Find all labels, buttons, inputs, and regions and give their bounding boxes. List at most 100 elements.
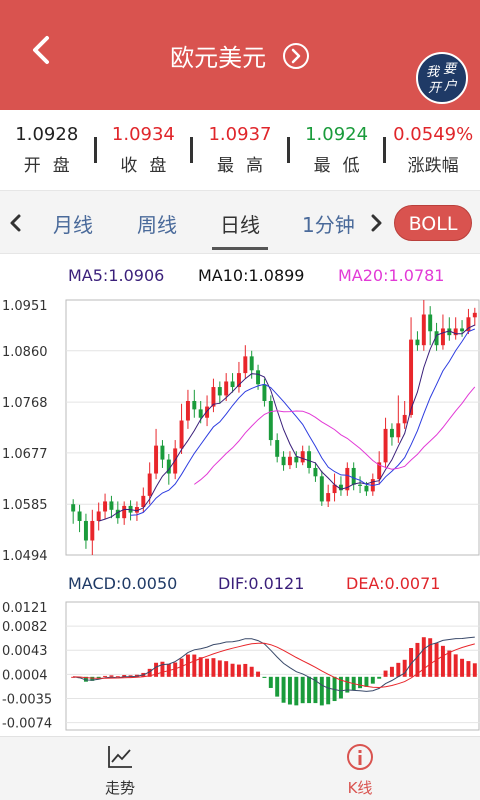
page-title: 欧元美元 [170, 44, 267, 72]
macd-bar [179, 658, 184, 677]
candle-body [364, 485, 369, 492]
y-tick-label: 1.0951 [2, 299, 48, 314]
candle-body [268, 400, 273, 441]
y-tick-label: 0.0121 [2, 601, 48, 616]
macd-label: MACD:0.0050 [68, 574, 178, 593]
candle [421, 300, 426, 351]
candle-body [453, 328, 458, 336]
open-account-seal-icon: 我 要 开 户 [426, 62, 458, 96]
dea-line [73, 642, 475, 689]
candle-body [434, 331, 439, 346]
y-tick-label: -0.0074 [2, 717, 52, 732]
candle-body [90, 520, 95, 541]
candle [300, 445, 305, 466]
chevron-right-circle-icon[interactable] [282, 42, 310, 70]
candle [179, 403, 184, 455]
quote-low: 1.0924 最低 [290, 124, 384, 176]
candle-body [217, 387, 222, 396]
macd-bar [224, 661, 229, 677]
candle-body [96, 511, 101, 521]
tab-1min[interactable]: 1分钟 [302, 213, 355, 237]
macd-bar [256, 671, 261, 677]
macd-bar [377, 676, 382, 679]
candle [243, 345, 248, 379]
candle-body [358, 484, 363, 486]
quote-value: 1.0928 [15, 124, 79, 145]
quote-label: 开盘 [23, 156, 82, 176]
macd-bar [447, 650, 452, 677]
candle-body [345, 467, 350, 491]
nav-trend[interactable]: 走势 [80, 743, 160, 798]
tab-month[interactable]: 月线 [53, 213, 93, 237]
candle-body [243, 356, 248, 374]
macd-bar [198, 657, 203, 677]
candle [185, 389, 190, 429]
candle [428, 306, 433, 346]
macd-bar [128, 675, 133, 677]
candle [460, 320, 465, 337]
chevron-left-icon [33, 36, 49, 64]
candle-body [326, 493, 331, 502]
chevron-left-icon[interactable] [6, 211, 26, 235]
macd-bar [319, 676, 324, 706]
candle-body [77, 511, 82, 521]
candle-body [287, 456, 292, 466]
line-chart-icon [108, 746, 132, 768]
tab-week[interactable]: 周线 [137, 213, 177, 237]
candle-body [256, 370, 261, 385]
candle [109, 495, 114, 519]
candle [332, 473, 337, 502]
candle-body [460, 328, 465, 332]
macd-bar [466, 661, 471, 677]
macd-bar [192, 654, 197, 677]
quote-high: 1.0937 最高 [193, 124, 287, 176]
open-account-logo[interactable]: 我 要 开 户 [416, 52, 468, 104]
candle-body [319, 476, 324, 502]
kline-y-axis: 1.0951 1.0860 1.0768 1.0677 1.0585 1.0494 [2, 299, 48, 564]
back-button[interactable] [22, 30, 62, 70]
macd-bar [109, 675, 114, 677]
macd-bar [300, 676, 305, 704]
candle [160, 440, 165, 468]
candle-body [447, 328, 452, 336]
ma5-line [98, 324, 476, 522]
macd-bar [275, 676, 280, 697]
boll-button[interactable]: BOLL [394, 205, 472, 241]
macd-bar [409, 648, 414, 677]
candle-body [141, 495, 146, 508]
nav-kline[interactable]: K线 [320, 743, 400, 798]
candle-body [71, 504, 76, 512]
candle [224, 373, 229, 401]
macd-border [65, 601, 480, 731]
candle-body [415, 339, 420, 346]
candle [71, 499, 76, 524]
candle [307, 445, 312, 474]
candle-body [389, 428, 394, 438]
candle-body [338, 484, 343, 491]
tab-day[interactable]: 日线 [220, 213, 260, 237]
macd-bar [472, 663, 477, 677]
candle-body [249, 356, 254, 371]
candle [351, 462, 356, 491]
macd-bar [103, 675, 108, 677]
macd-bar [154, 662, 159, 677]
macd-bar [230, 663, 235, 677]
macd-bar [415, 642, 420, 677]
macd-bar [460, 658, 465, 677]
candle-body [262, 384, 267, 401]
candle-body [109, 501, 114, 510]
candle [440, 314, 445, 350]
macd-bar [338, 676, 343, 699]
macd-bar [332, 676, 337, 702]
candle-body [198, 409, 203, 418]
macd-bar [402, 659, 407, 677]
kline-chart[interactable]: 1.0951 1.0860 1.0768 1.0677 1.0585 1.0494 0.0… [0, 0, 480, 736]
y-tick-label: 1.0494 [2, 549, 48, 564]
macd-bar [307, 676, 312, 704]
macd-bar [83, 676, 88, 682]
candle-body [402, 414, 407, 424]
svg-text:户: 户 [444, 79, 458, 94]
candle-body [409, 339, 414, 415]
candle-body [179, 420, 184, 449]
chevron-right-icon[interactable] [366, 211, 386, 235]
